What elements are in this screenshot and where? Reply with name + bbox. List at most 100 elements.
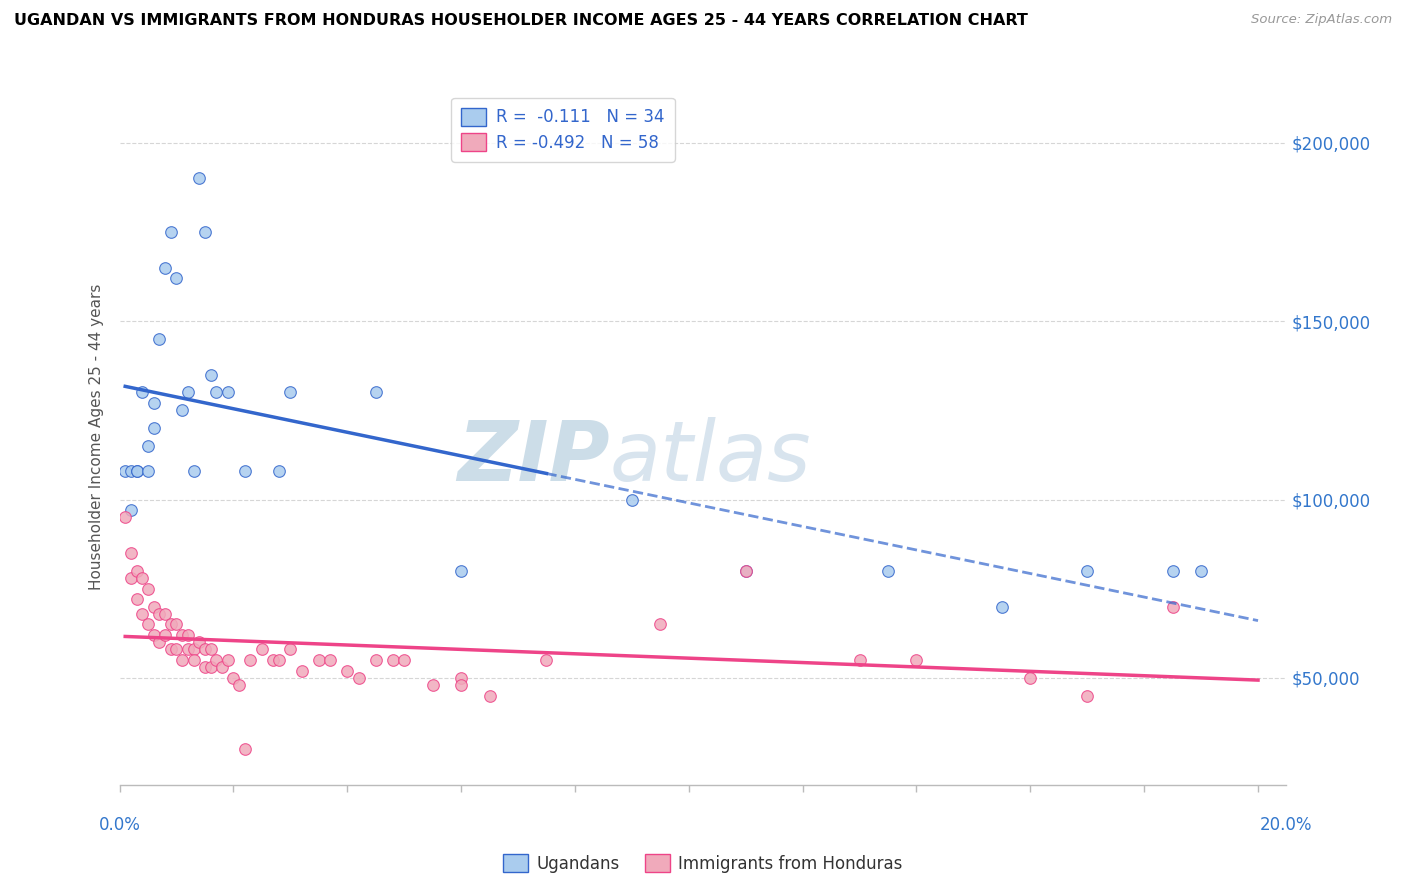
Point: [120, 546, 142, 560]
Point: [136, 582, 159, 596]
Point: [450, 678, 472, 692]
Point: [114, 510, 136, 524]
Point: [233, 464, 256, 478]
Point: [131, 607, 153, 621]
Point: [1161, 564, 1184, 578]
Point: [991, 599, 1014, 614]
Text: ZIP: ZIP: [457, 417, 610, 499]
Point: [188, 635, 211, 649]
Point: [153, 260, 176, 275]
Text: atlas: atlas: [610, 417, 811, 499]
Y-axis label: Householder Income Ages 25 - 44 years: Householder Income Ages 25 - 44 years: [89, 284, 104, 591]
Point: [177, 385, 200, 400]
Point: [120, 464, 142, 478]
Point: [159, 225, 181, 239]
Point: [194, 642, 217, 657]
Point: [131, 385, 153, 400]
Point: [125, 464, 148, 478]
Point: [114, 464, 136, 478]
Point: [905, 653, 928, 667]
Text: 0.0%: 0.0%: [98, 816, 141, 834]
Point: [148, 635, 170, 649]
Point: [177, 642, 200, 657]
Point: [217, 385, 239, 400]
Point: [153, 628, 176, 642]
Point: [142, 628, 165, 642]
Point: [142, 599, 165, 614]
Legend: R =  -0.111   N = 34, R = -0.492   N = 58: R = -0.111 N = 34, R = -0.492 N = 58: [451, 97, 675, 161]
Point: [136, 464, 159, 478]
Point: [194, 660, 217, 674]
Point: [308, 653, 330, 667]
Point: [172, 653, 194, 667]
Point: [205, 653, 228, 667]
Text: UGANDAN VS IMMIGRANTS FROM HONDURAS HOUSEHOLDER INCOME AGES 25 - 44 YEARS CORREL: UGANDAN VS IMMIGRANTS FROM HONDURAS HOUS…: [14, 13, 1028, 29]
Point: [536, 653, 558, 667]
Point: [364, 385, 387, 400]
Point: [650, 617, 672, 632]
Point: [336, 664, 359, 678]
Point: [1076, 564, 1098, 578]
Point: [159, 617, 181, 632]
Text: Source: ZipAtlas.com: Source: ZipAtlas.com: [1251, 13, 1392, 27]
Point: [278, 642, 301, 657]
Point: [478, 689, 501, 703]
Point: [125, 564, 148, 578]
Point: [233, 742, 256, 756]
Point: [734, 564, 756, 578]
Point: [131, 571, 153, 585]
Point: [1019, 671, 1042, 685]
Point: [267, 653, 290, 667]
Point: [194, 225, 217, 239]
Point: [120, 503, 142, 517]
Point: [136, 617, 159, 632]
Point: [125, 592, 148, 607]
Point: [142, 421, 165, 435]
Point: [125, 464, 148, 478]
Point: [734, 564, 756, 578]
Point: [1161, 599, 1184, 614]
Point: [142, 396, 165, 410]
Point: [262, 653, 284, 667]
Legend: Ugandans, Immigrants from Honduras: Ugandans, Immigrants from Honduras: [496, 847, 910, 880]
Point: [159, 642, 181, 657]
Point: [136, 439, 159, 453]
Point: [620, 492, 643, 507]
Point: [183, 464, 205, 478]
Point: [291, 664, 314, 678]
Point: [450, 671, 472, 685]
Point: [172, 628, 194, 642]
Point: [211, 660, 233, 674]
Text: 20.0%: 20.0%: [1260, 816, 1313, 834]
Point: [188, 171, 211, 186]
Point: [267, 464, 290, 478]
Point: [165, 271, 187, 285]
Point: [183, 653, 205, 667]
Point: [422, 678, 444, 692]
Point: [364, 653, 387, 667]
Point: [165, 617, 187, 632]
Point: [148, 332, 170, 346]
Point: [177, 628, 200, 642]
Point: [217, 653, 239, 667]
Point: [172, 403, 194, 417]
Point: [239, 653, 262, 667]
Point: [877, 564, 900, 578]
Point: [278, 385, 301, 400]
Point: [228, 678, 250, 692]
Point: [200, 642, 222, 657]
Point: [1189, 564, 1212, 578]
Point: [848, 653, 870, 667]
Point: [392, 653, 415, 667]
Point: [183, 642, 205, 657]
Point: [205, 385, 228, 400]
Point: [450, 564, 472, 578]
Point: [153, 607, 176, 621]
Point: [250, 642, 273, 657]
Point: [120, 571, 142, 585]
Point: [1076, 689, 1098, 703]
Point: [165, 642, 187, 657]
Point: [319, 653, 342, 667]
Point: [347, 671, 370, 685]
Point: [148, 607, 170, 621]
